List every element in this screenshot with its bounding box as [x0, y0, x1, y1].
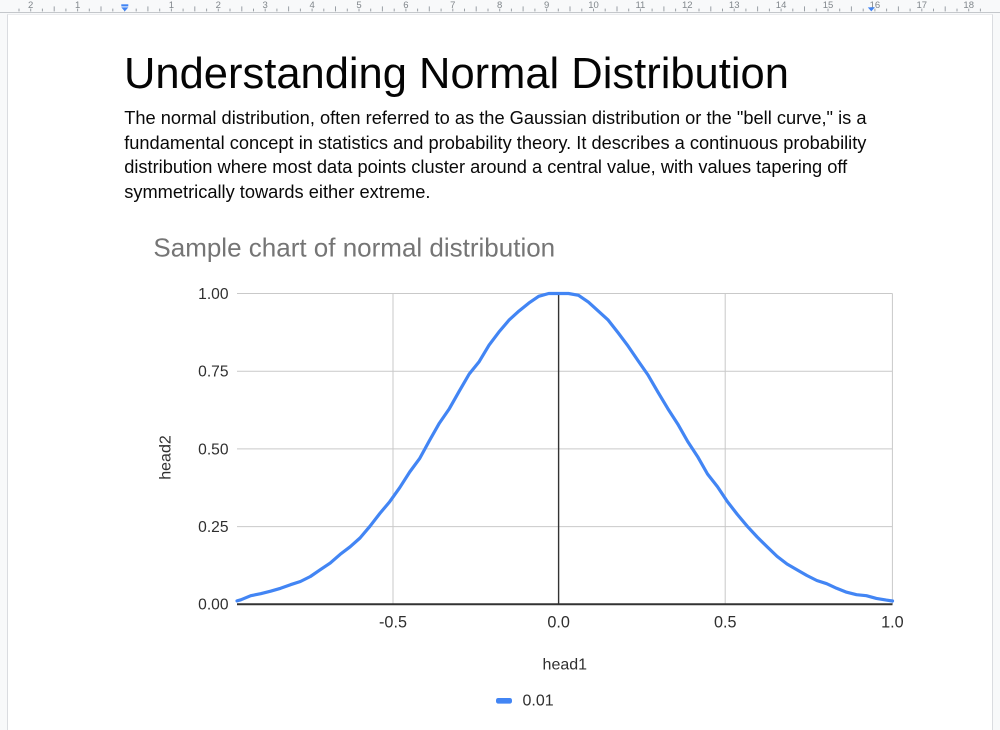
- svg-text:7: 7: [450, 0, 455, 11]
- svg-text:6: 6: [403, 0, 408, 11]
- svg-text:head2: head2: [158, 435, 175, 480]
- svg-text:0.25: 0.25: [198, 519, 229, 536]
- svg-text:-0.5: -0.5: [379, 614, 407, 632]
- svg-text:head1: head1: [543, 657, 588, 674]
- svg-text:16: 16: [870, 0, 881, 11]
- svg-text:3: 3: [263, 0, 268, 11]
- svg-text:1.00: 1.00: [198, 286, 229, 303]
- svg-text:9: 9: [544, 0, 549, 11]
- svg-text:5: 5: [356, 0, 361, 11]
- svg-text:1: 1: [169, 0, 174, 11]
- svg-text:0.0: 0.0: [547, 614, 570, 632]
- svg-text:8: 8: [497, 0, 502, 11]
- svg-text:10: 10: [588, 0, 599, 11]
- svg-text:4: 4: [309, 0, 314, 11]
- svg-text:0.00: 0.00: [198, 597, 229, 614]
- svg-text:1: 1: [75, 0, 80, 11]
- svg-text:14: 14: [776, 0, 787, 11]
- svg-text:0.50: 0.50: [198, 441, 229, 458]
- svg-text:1.0: 1.0: [881, 614, 904, 632]
- svg-text:0.01: 0.01: [523, 693, 554, 710]
- svg-text:11: 11: [635, 0, 645, 11]
- svg-text:Sample chart of normal distrib: Sample chart of normal distribution: [153, 233, 555, 263]
- svg-text:2: 2: [28, 0, 33, 11]
- svg-text:2: 2: [216, 0, 221, 11]
- svg-text:17: 17: [917, 0, 928, 11]
- svg-text:0.75: 0.75: [198, 364, 229, 381]
- svg-text:0.5: 0.5: [714, 614, 737, 632]
- svg-text:15: 15: [823, 0, 834, 11]
- svg-text:13: 13: [729, 0, 740, 11]
- svg-text:12: 12: [682, 0, 693, 11]
- svg-text:18: 18: [963, 0, 974, 11]
